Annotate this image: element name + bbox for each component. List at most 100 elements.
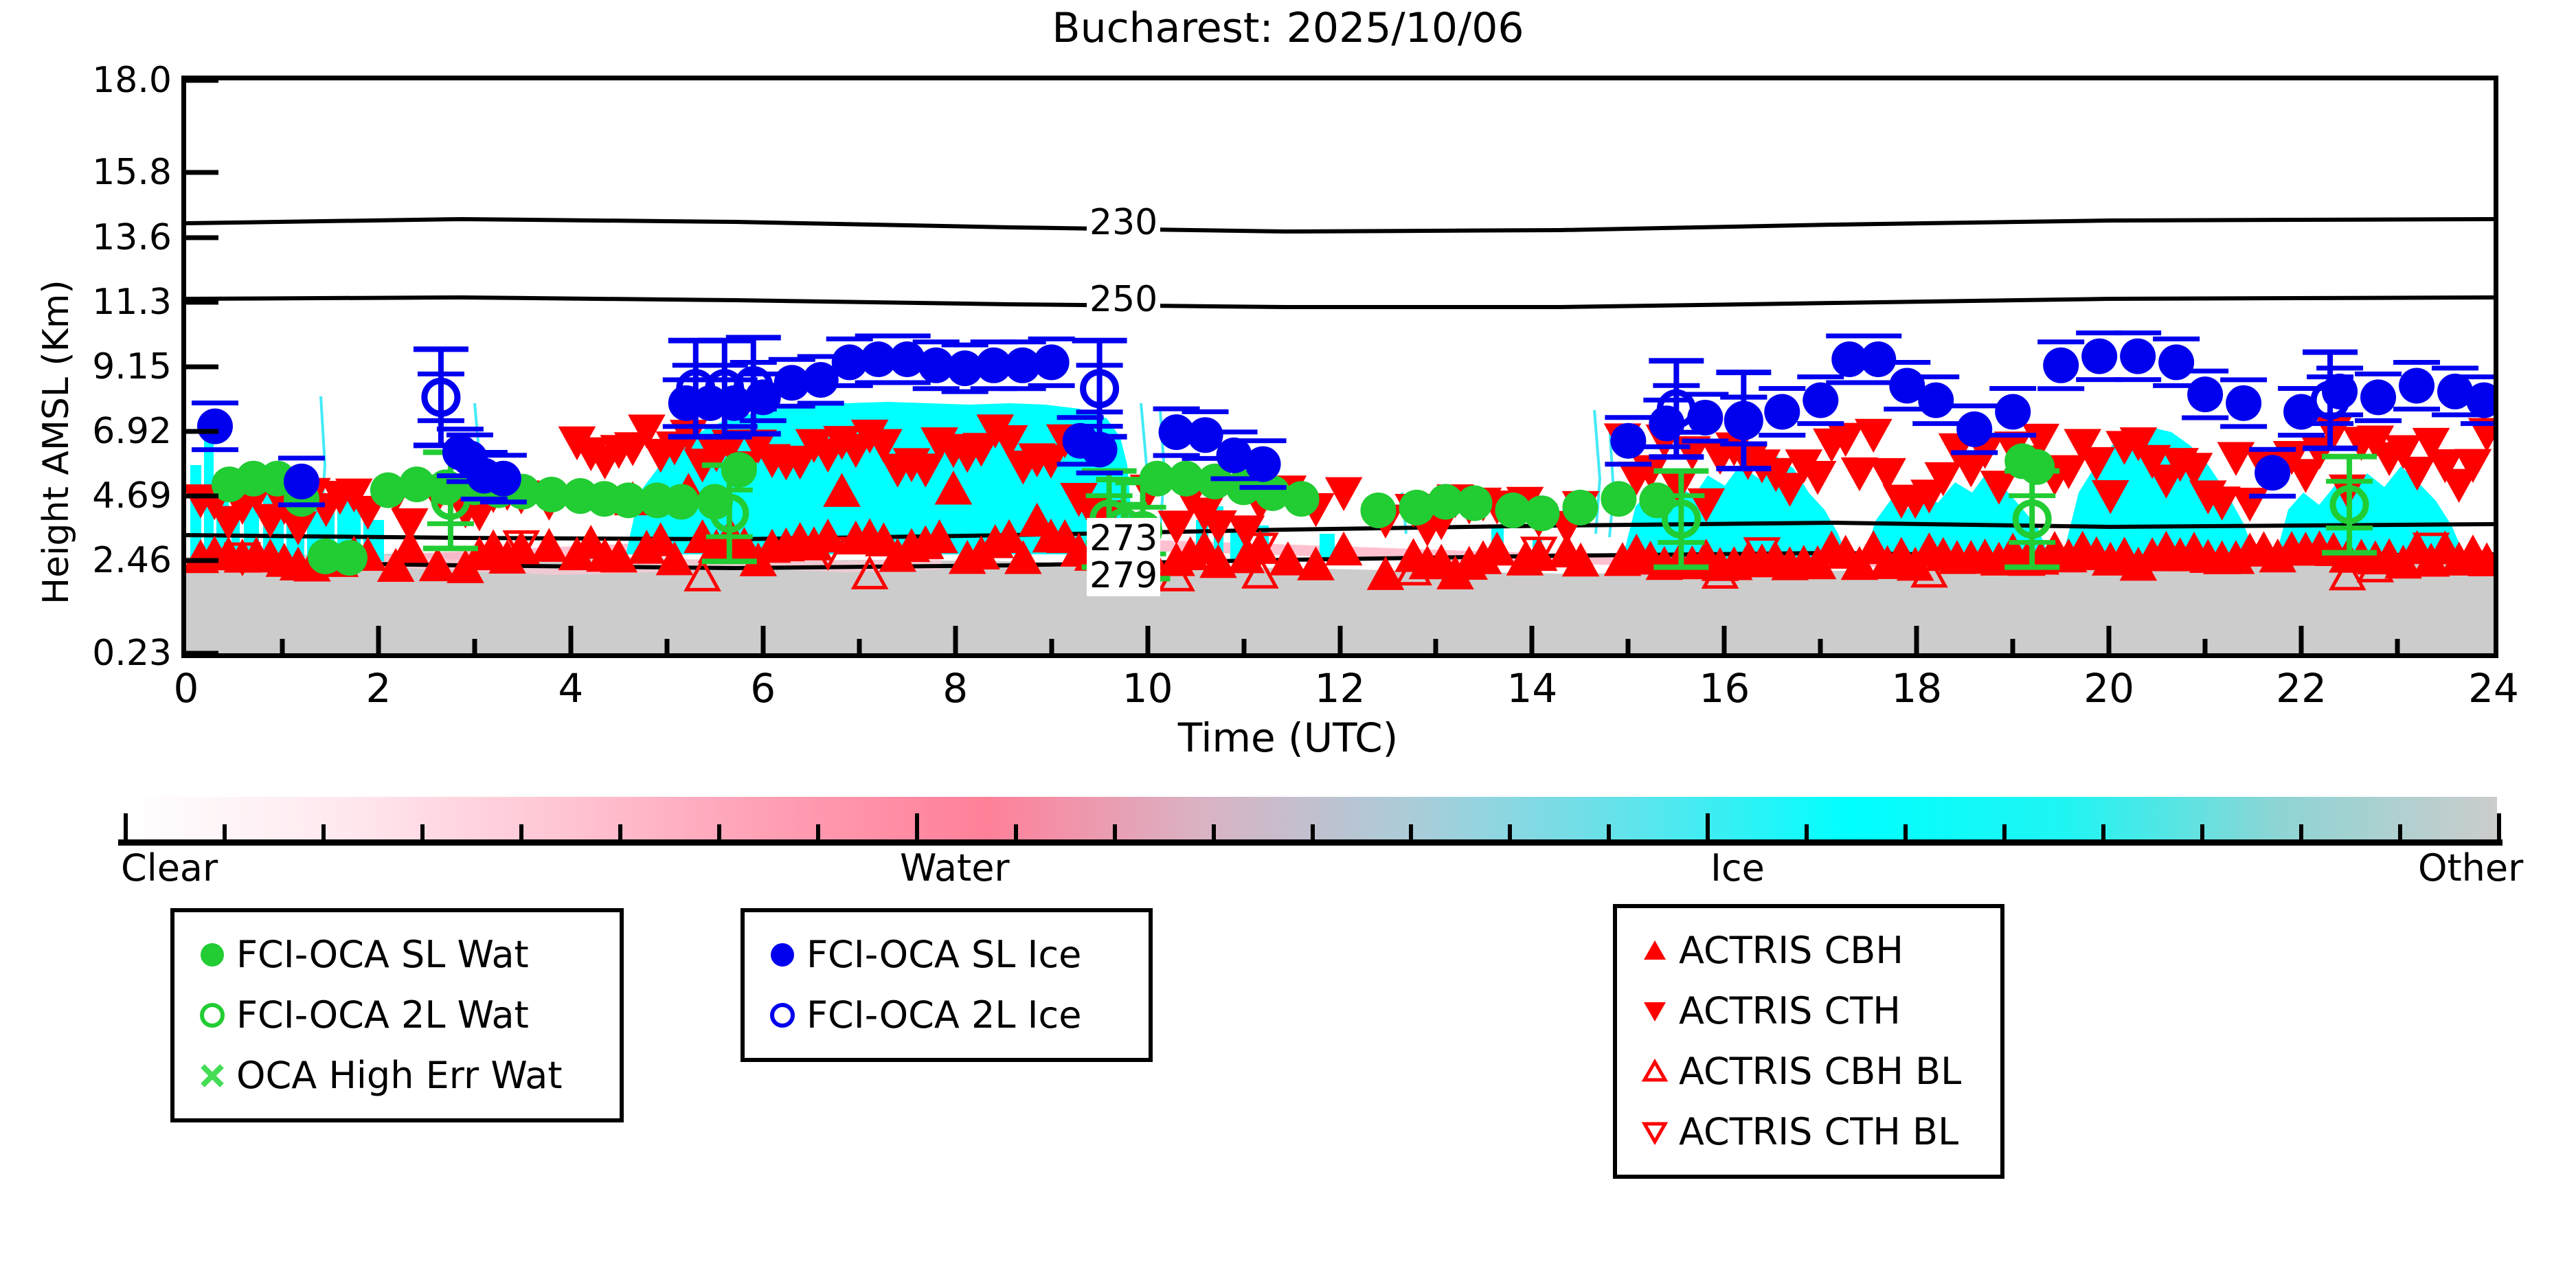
colorbar-label-ice: Ice	[1710, 846, 1765, 890]
x-minor-tick-mark	[2202, 639, 2208, 658]
open-circle-icon	[758, 999, 806, 1031]
y-tick-mark	[181, 170, 218, 175]
x-tick-mark	[568, 626, 574, 658]
open-circle-icon	[188, 999, 236, 1031]
colorbar-tick	[2002, 824, 2007, 839]
y-tick-label: 2.46	[92, 539, 172, 581]
colorbar-tick	[2200, 824, 2205, 839]
legend-item[interactable]: FCI-OCA 2L Wat	[188, 985, 602, 1046]
actris-bl-markers	[223, 530, 2450, 591]
colorbar-tick	[618, 824, 622, 839]
x-tick-label: 2	[365, 665, 392, 712]
x-axis-label: Time (UTC)	[1177, 714, 1399, 761]
legend-item-label: ACTRIS CBH BL	[1679, 1050, 1962, 1093]
filled-down-triangle-icon	[1631, 995, 1679, 1027]
x-tick-mark	[1145, 626, 1151, 658]
x-tick-mark	[2298, 626, 2304, 658]
x-minor-tick-mark	[664, 639, 670, 658]
y-tick-mark	[181, 235, 218, 240]
plot-canvas	[186, 80, 2494, 653]
colorbar-tick	[519, 824, 523, 839]
x-minor-tick-mark	[1241, 639, 1247, 658]
colorbar-tick	[1508, 824, 1513, 839]
colorbar[interactable]	[118, 797, 2502, 846]
colorbar-tick	[1903, 824, 1908, 839]
colorbar-tick	[1013, 824, 1018, 839]
legend-item-label: FCI-OCA SL Ice	[806, 933, 1082, 976]
colorbar-tick	[420, 824, 425, 839]
ice-legend[interactable]: FCI-OCA SL Ice FCI-OCA 2L Ice	[741, 908, 1153, 1062]
legend-item-label: OCA High Err Wat	[236, 1054, 563, 1097]
colorbar-tick	[1607, 824, 1612, 839]
colorbar-tick	[1112, 824, 1117, 839]
actris-legend[interactable]: ACTRIS CBH ACTRIS CTH ACTRIS CBH BL ACTRIS …	[1613, 904, 2004, 1179]
legend-item[interactable]: FCI-OCA SL Ice	[758, 925, 1131, 985]
x-tick-label: 0	[173, 665, 199, 712]
y-tick-label: 4.69	[92, 475, 172, 517]
y-tick-mark	[181, 558, 218, 563]
legend-item[interactable]: ACTRIS CTH BL	[1631, 1102, 1982, 1162]
page-title: Bucharest: 2025/10/06	[1052, 4, 1524, 52]
x-tick-label: 4	[558, 665, 584, 712]
contour-label-250: 250	[1087, 279, 1161, 320]
x-tick-label: 8	[942, 665, 969, 712]
y-tick-label: 13.6	[92, 216, 172, 258]
x-tick-mark	[2106, 626, 2112, 658]
y-tick-label: 15.8	[92, 152, 172, 194]
colorbar-tick	[321, 824, 326, 839]
filled-circle-icon	[188, 939, 236, 971]
colorbar-tick	[716, 824, 721, 839]
filled-up-triangle-icon	[1631, 935, 1679, 967]
legend-item-label: FCI-OCA 2L Wat	[236, 993, 529, 1037]
legend-item[interactable]: OCA High Err Wat	[188, 1046, 602, 1106]
x-tick-mark	[760, 626, 766, 658]
y-tick-label: 11.3	[92, 281, 172, 323]
colorbar-tick	[124, 813, 128, 839]
fci-oca-markers	[191, 330, 2494, 582]
legend-item[interactable]: FCI-OCA 2L Ice	[758, 985, 1131, 1046]
legend-item[interactable]: FCI-OCA SL Wat	[188, 925, 602, 985]
legend-item-label: FCI-OCA 2L Ice	[806, 993, 1082, 1037]
contour-label-279: 279	[1087, 555, 1161, 596]
y-tick-label: 9.15	[92, 346, 172, 387]
x-tick-mark	[1914, 626, 1919, 658]
colorbar-tick	[2398, 824, 2403, 839]
cross-icon	[188, 1060, 236, 1092]
colorbar-tick	[2101, 824, 2106, 839]
y-tick-label: 0.23	[92, 633, 172, 674]
y-tick-mark	[181, 78, 218, 83]
open-up-triangle-icon	[1631, 1056, 1679, 1087]
colorbar-tick	[1409, 824, 1414, 839]
legend-item[interactable]: ACTRIS CTH	[1631, 981, 1982, 1041]
x-minor-tick-mark	[1049, 639, 1054, 658]
contour-label-273: 273	[1087, 518, 1161, 559]
x-tick-label: 24	[2468, 665, 2519, 712]
colorbar-label-clear: Clear	[121, 846, 218, 890]
colorbar-tick	[1211, 824, 1216, 839]
x-minor-tick-mark	[280, 639, 285, 658]
y-tick-mark	[181, 651, 218, 656]
colorbar-tick	[2497, 813, 2501, 839]
x-minor-tick-mark	[1818, 639, 1823, 658]
colorbar-tick	[2299, 824, 2304, 839]
x-minor-tick-mark	[857, 639, 862, 658]
x-tick-mark	[1337, 626, 1342, 658]
plot-area[interactable]	[181, 76, 2498, 658]
y-tick-mark	[181, 300, 218, 305]
colorbar-tick	[914, 813, 919, 839]
legend-item-label: FCI-OCA SL Wat	[236, 933, 529, 976]
x-tick-label: 6	[750, 665, 776, 712]
legend-item[interactable]: ACTRIS CBH BL	[1631, 1041, 1982, 1102]
x-tick-label: 10	[1122, 665, 1173, 712]
water-legend[interactable]: FCI-OCA SL Wat FCI-OCA 2L Wat OCA High Err…	[170, 908, 624, 1122]
x-minor-tick-mark	[2010, 639, 2015, 658]
colorbar-label-other: Other	[2418, 846, 2524, 890]
x-tick-label: 12	[1314, 665, 1366, 712]
colorbar-tick	[1706, 813, 1710, 839]
x-tick-label: 18	[1891, 665, 1943, 712]
colorbar-axis-line	[118, 813, 2502, 846]
legend-item-label: ACTRIS CBH	[1679, 929, 1903, 972]
legend-item[interactable]: ACTRIS CBH	[1631, 920, 1982, 981]
y-tick-mark	[181, 493, 218, 499]
x-tick-mark	[1721, 626, 1727, 658]
